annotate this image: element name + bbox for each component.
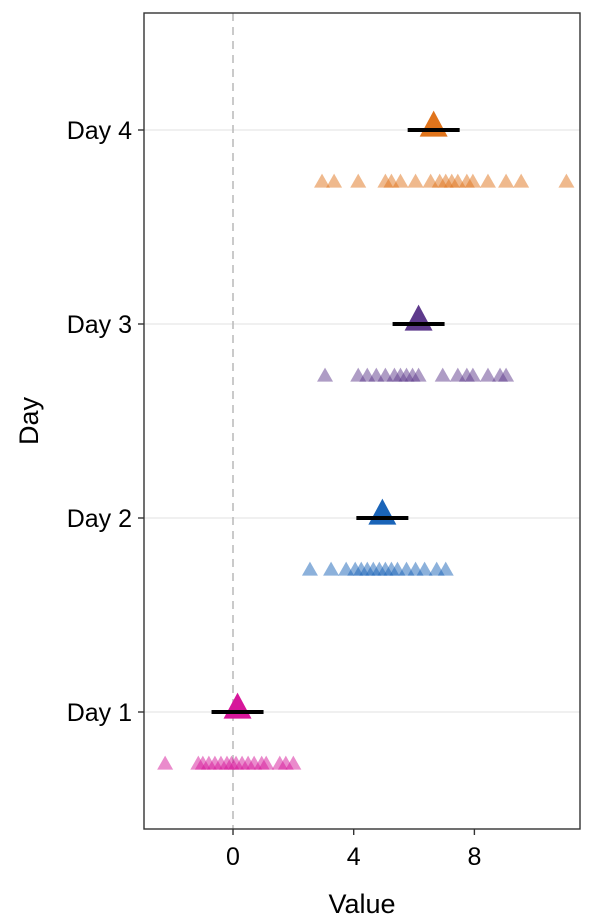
data-points [157,173,575,770]
y-tick-label: Day 1 [67,699,132,727]
data-point-day-3 [498,367,515,382]
y-tick-label: Day 2 [67,505,132,533]
data-point-day-4 [407,173,424,188]
data-point-day-1 [157,755,174,770]
x-axis: 0 4 8 [226,829,481,871]
x-tick-label: 0 [226,843,240,871]
data-point-day-4 [326,173,343,188]
data-point-day-4 [314,173,331,188]
data-point-day-2 [323,561,340,576]
data-point-day-4 [513,173,530,188]
data-point-day-2 [437,561,454,576]
plot-border [143,12,581,830]
y-tick-label: Day 3 [67,311,132,339]
data-point-day-4 [464,173,481,188]
data-point-day-4 [479,173,496,188]
data-point-day-3 [410,367,427,382]
data-point-day-1 [258,755,275,770]
y-tick-label: Day 4 [67,117,132,145]
grid-lines [144,129,580,713]
data-point-day-3 [464,367,481,382]
data-point-day-4 [392,173,409,188]
data-point-day-3 [434,367,451,382]
data-point-day-4 [350,173,367,188]
plot-background [144,13,580,829]
y-axis: Day 1 Day 2 Day 3 Day 4 [67,117,144,727]
x-axis-title: Value [328,889,395,919]
mean-markers [211,110,460,719]
y-axis-title: Day [14,396,44,445]
data-point-day-4 [558,173,575,188]
data-point-day-3 [479,367,496,382]
data-point-day-2 [416,561,433,576]
x-tick-label: 4 [347,843,361,871]
data-point-day-3 [317,367,334,382]
data-point-day-4 [498,173,515,188]
data-point-day-1 [285,755,302,770]
data-point-day-2 [301,561,318,576]
x-tick-label: 8 [467,843,481,871]
